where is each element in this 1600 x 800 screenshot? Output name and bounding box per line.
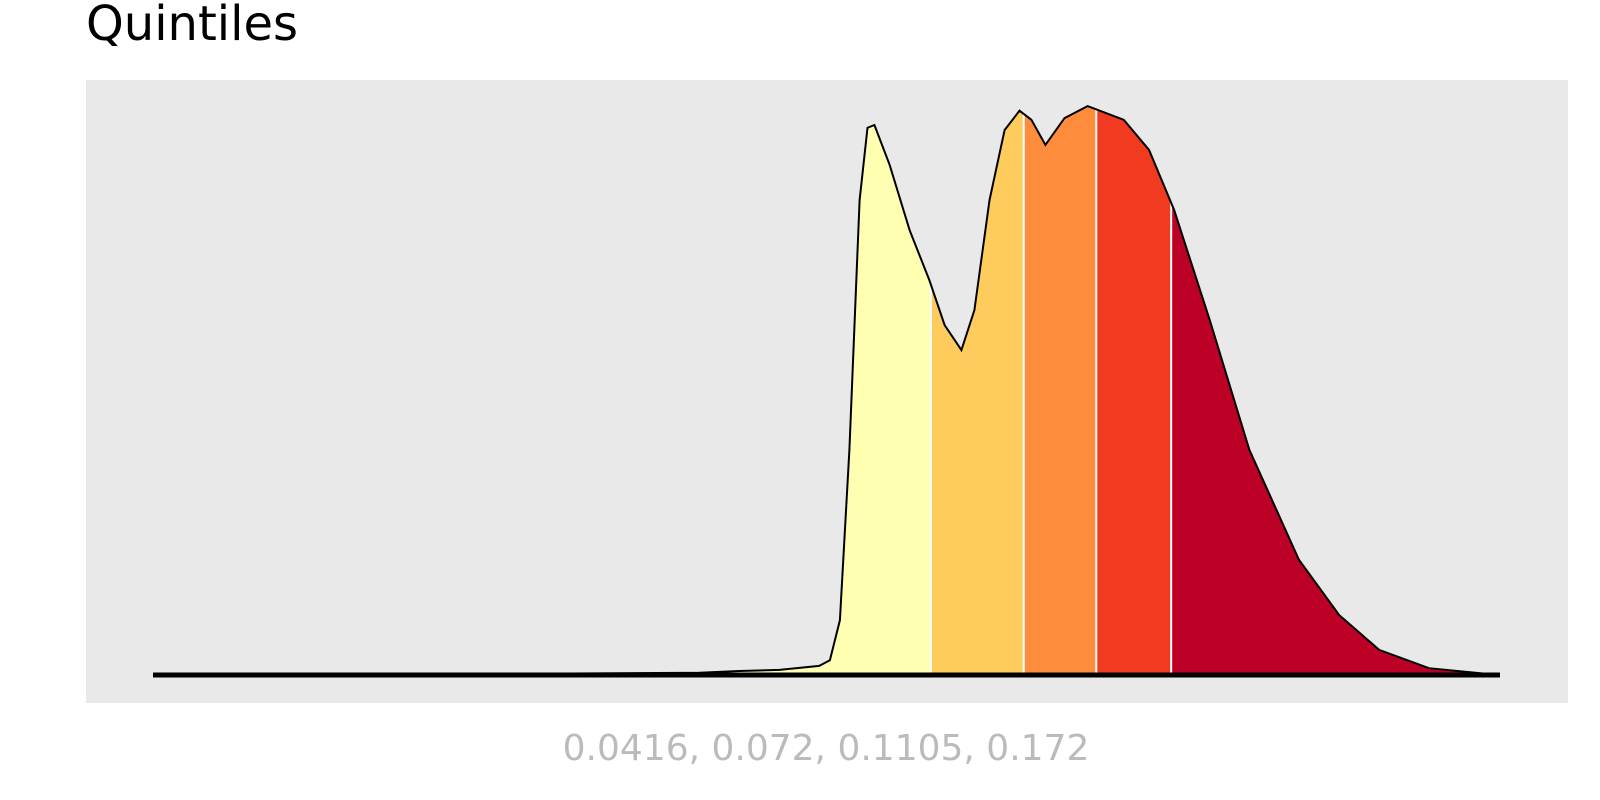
plot-background — [86, 80, 1568, 703]
chart-title: Quintiles — [86, 0, 298, 52]
quintile-fill — [1096, 106, 1172, 675]
x-axis-label: 0.0416, 0.072, 0.1105, 0.172 — [563, 728, 1090, 769]
density-curve — [152, 105, 1499, 676]
quintile-fill — [1023, 106, 1097, 675]
